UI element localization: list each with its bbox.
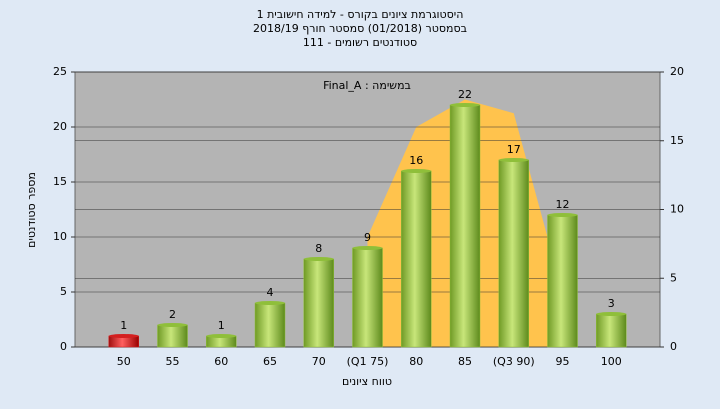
data-label: 9 — [364, 231, 371, 244]
x-tick-label: 70 — [312, 355, 326, 368]
title-line: בסמסטר (01/2018) סמסטר חורף 2018/19 — [253, 22, 467, 35]
y-tick-label: 10 — [53, 230, 67, 243]
annotation: Final_A : במשימה — [323, 79, 411, 92]
title-line: היסטוגרמת ציונים בקורס - למידה חישובית 1 — [257, 8, 464, 21]
bar — [352, 247, 383, 348]
x-tick-label: 60 — [214, 355, 228, 368]
x-tick-label: 95 — [556, 355, 570, 368]
title-line: סטודנטים רשומים - 111 — [303, 36, 417, 49]
data-label: 22 — [458, 88, 472, 101]
data-label: 1 — [120, 319, 127, 332]
bar — [401, 170, 432, 348]
y2-tick-label: 0 — [670, 340, 677, 353]
bar-top — [498, 158, 529, 162]
y2-tick-label: 10 — [670, 203, 684, 216]
data-label: 12 — [556, 198, 570, 211]
data-label: 1 — [218, 319, 225, 332]
bar-top — [450, 103, 480, 107]
bar — [449, 104, 481, 348]
y2-tick-label: 20 — [670, 65, 684, 78]
x-tick-label: 65 — [263, 355, 277, 368]
bar — [157, 324, 188, 348]
data-label: 16 — [409, 154, 423, 167]
bar-top — [255, 301, 285, 305]
x-tick-label: 55 — [166, 355, 180, 368]
bar-top — [401, 169, 432, 173]
x-tick-label: 50 — [117, 355, 131, 368]
bar — [596, 313, 627, 348]
x-tick-label: 100 — [601, 355, 622, 368]
data-label: 3 — [608, 297, 615, 310]
y2-tick-label: 5 — [670, 271, 677, 284]
bar-top — [157, 323, 188, 327]
y-tick-label: 5 — [60, 285, 67, 298]
bar-top — [303, 257, 334, 261]
x-tick-label: (Q3 90) — [493, 355, 535, 368]
y2-tick-label: 15 — [670, 134, 684, 147]
data-label: 17 — [507, 143, 521, 156]
y-tick-label: 20 — [53, 120, 67, 133]
bar-top — [206, 334, 237, 338]
bar — [254, 302, 286, 348]
y-tick-label: 0 — [60, 340, 67, 353]
y-axis-label: מספר סטודנטים — [25, 172, 38, 248]
bar-top — [547, 213, 578, 217]
data-label: 4 — [267, 286, 274, 299]
bar — [498, 159, 529, 348]
bar-top — [352, 246, 383, 250]
bar-top — [108, 334, 139, 338]
x-tick-label: 80 — [409, 355, 423, 368]
bar — [547, 214, 578, 348]
bar — [303, 258, 334, 348]
y-tick-label: 25 — [53, 65, 67, 78]
x-tick-label: 85 — [458, 355, 472, 368]
x-tick-label: (Q1 75) — [347, 355, 389, 368]
bar-top — [596, 312, 627, 316]
y-tick-label: 15 — [53, 175, 67, 188]
x-axis-label: טווח ציונים — [342, 375, 392, 388]
data-label: 2 — [169, 308, 176, 321]
data-label: 8 — [315, 242, 322, 255]
